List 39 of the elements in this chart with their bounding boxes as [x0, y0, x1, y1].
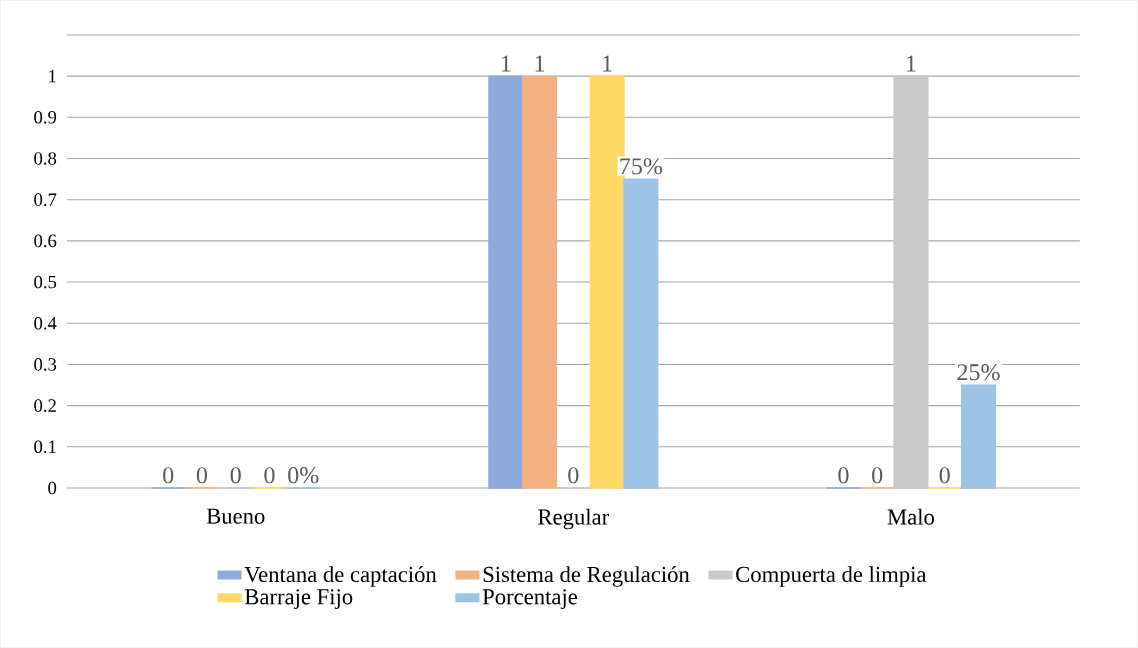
data-label: 0%: [288, 466, 319, 484]
data-label: 0: [838, 467, 849, 484]
bar: [623, 178, 659, 489]
y-tick-label: 0: [48, 481, 57, 495]
bar: [522, 75, 558, 489]
data-label: 0: [196, 467, 208, 484]
data-label: 0: [568, 467, 579, 484]
data-label: 0: [939, 467, 950, 484]
data-label: 0: [163, 467, 174, 484]
y-tick-label: 0.1: [34, 440, 56, 454]
bar: [893, 75, 929, 489]
data-label: 75%: [620, 158, 663, 175]
bar: [960, 384, 997, 489]
y-tick-label: 0.7: [34, 193, 57, 206]
data-label: 1: [535, 55, 545, 72]
y-tick-label: 0.6: [34, 234, 57, 248]
y-tick-label: 0.9: [34, 110, 57, 124]
bar: [488, 75, 524, 489]
y-tick-label: 0.5: [34, 275, 57, 289]
legend-label: Porcentaje: [482, 589, 578, 609]
y-tick-label: 0.4: [34, 316, 57, 330]
data-label: 0: [872, 467, 883, 484]
data-label: 1: [603, 55, 612, 72]
data-label: 1: [907, 55, 916, 72]
x-tick-label: Malo: [887, 508, 935, 525]
data-label: 25%: [957, 364, 1000, 381]
legend-label: Sistema de Regulación: [483, 566, 690, 587]
data-label: 0: [264, 467, 275, 484]
y-tick-label: 0.2: [34, 399, 56, 412]
legend-label: Ventana de captación: [244, 566, 437, 587]
x-tick-label: Regular: [538, 508, 609, 530]
x-tick-label: Bueno: [206, 508, 265, 524]
data-label: 0: [230, 467, 241, 484]
data-label: 1: [501, 55, 511, 72]
legend-label: Compuerta de limpia: [736, 566, 927, 587]
y-tick-label: 0.3: [34, 358, 57, 371]
legend-label: Barraje Fijo: [244, 589, 353, 609]
y-tick-label: 1: [49, 69, 56, 83]
y-tick-label: 0.8: [34, 152, 57, 165]
